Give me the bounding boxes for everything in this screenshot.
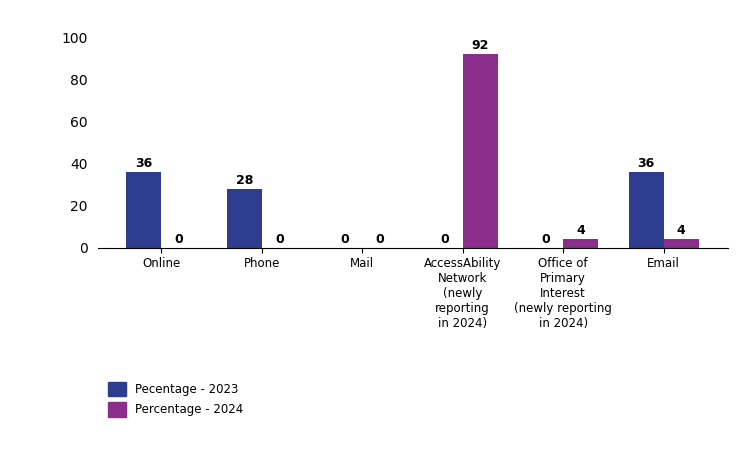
Bar xyxy=(563,239,598,248)
Text: 36: 36 xyxy=(638,157,655,170)
Bar xyxy=(628,172,664,248)
Text: 0: 0 xyxy=(340,233,349,246)
Text: 4: 4 xyxy=(677,225,686,238)
Text: 4: 4 xyxy=(577,225,585,238)
Text: 0: 0 xyxy=(275,233,284,246)
Text: 0: 0 xyxy=(376,233,384,246)
Bar xyxy=(126,172,161,248)
Bar xyxy=(463,54,498,248)
Text: 0: 0 xyxy=(441,233,449,246)
Text: 0: 0 xyxy=(542,233,550,246)
Legend: Pecentage - 2023, Percentage - 2024: Pecentage - 2023, Percentage - 2024 xyxy=(104,377,248,421)
Text: 28: 28 xyxy=(236,174,253,187)
Text: 92: 92 xyxy=(472,39,489,52)
Bar xyxy=(664,239,699,248)
Text: 0: 0 xyxy=(175,233,183,246)
Text: 36: 36 xyxy=(135,157,152,170)
Bar xyxy=(226,189,262,248)
